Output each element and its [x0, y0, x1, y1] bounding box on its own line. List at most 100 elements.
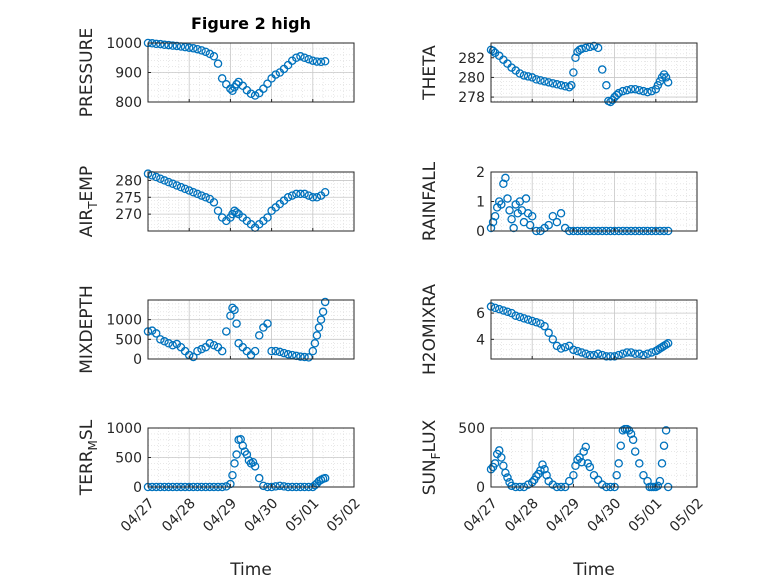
data-point	[189, 44, 198, 53]
data-point	[523, 315, 533, 324]
data-point	[657, 459, 667, 468]
data-point	[643, 349, 652, 359]
data-point	[156, 335, 165, 344]
data-point	[279, 482, 289, 491]
data-point	[275, 481, 285, 491]
data-point	[532, 75, 541, 84]
y-axis-label: AIRTEMP	[77, 166, 100, 237]
data-point	[519, 314, 529, 323]
data-point	[300, 352, 309, 362]
data-point	[316, 315, 326, 324]
data-point	[612, 90, 621, 100]
data-point	[304, 54, 313, 64]
data-point	[168, 41, 177, 50]
y-tick-label: 900	[115, 66, 142, 82]
data-point	[647, 86, 656, 96]
x-axis-label-left: Time	[229, 560, 272, 580]
data-point	[661, 426, 671, 435]
axes-background	[491, 428, 697, 487]
data-point	[197, 344, 206, 354]
data-point	[569, 345, 578, 355]
data-point	[172, 181, 182, 190]
data-point	[661, 73, 671, 82]
data-point	[490, 459, 500, 468]
data-point	[597, 65, 607, 74]
y-tick-label: 2	[476, 165, 485, 181]
data-point	[230, 305, 239, 315]
data-point	[312, 331, 322, 340]
data-point	[612, 470, 621, 480]
subplot-terr-msl: 0 500 1000 04/27 04/28 04/29 04/30 05/01 05/02 TE…	[77, 419, 364, 535]
data-point	[565, 83, 574, 92]
data-point	[618, 86, 628, 96]
data-point	[635, 459, 644, 468]
subplot-rainfall: 0 1 2 RAINFALL	[420, 161, 698, 241]
data-point	[663, 78, 673, 87]
data-point	[532, 472, 541, 481]
x-tick-label: 04/30	[585, 495, 625, 535]
data-point	[610, 352, 619, 361]
data-point	[320, 187, 330, 197]
data-point	[318, 307, 328, 317]
data-point	[618, 349, 628, 359]
data-point	[521, 194, 531, 203]
data-point	[164, 339, 173, 348]
data-point	[209, 198, 219, 207]
data-point	[602, 352, 611, 361]
data-point	[201, 193, 210, 202]
data-point	[228, 303, 237, 313]
data-point	[655, 476, 665, 486]
data-point	[577, 348, 586, 357]
data-point	[312, 193, 322, 202]
data-point	[209, 52, 219, 61]
data-point	[639, 86, 648, 96]
data-point	[565, 476, 574, 486]
y-tick-label: 0	[476, 224, 485, 240]
data-point	[263, 79, 272, 88]
data-point	[209, 340, 219, 350]
data-point	[503, 194, 512, 203]
data-point	[197, 46, 206, 55]
data-point	[304, 353, 313, 362]
x-tick-label: 04/27	[118, 495, 158, 535]
y-tick-label: 500	[115, 332, 142, 348]
data-point	[511, 311, 520, 320]
data-point	[164, 177, 173, 187]
data-point	[271, 346, 280, 356]
data-point	[296, 189, 305, 199]
data-point	[589, 41, 599, 51]
data-point	[300, 53, 309, 63]
axes-frame	[490, 427, 698, 488]
x-tick-label: 04/28	[502, 495, 542, 535]
data-point	[581, 442, 591, 452]
data-point	[151, 172, 161, 182]
subplot-sun-flux: 0 500 04/27 04/28 04/29 04/30 05/01 05/02 SUNFLU…	[420, 419, 707, 535]
y-tick-label: 1000	[106, 313, 142, 329]
y-tick-label: 270	[115, 207, 142, 223]
data-point	[643, 476, 652, 486]
data-point	[217, 346, 227, 356]
data-point	[548, 79, 558, 88]
data-point	[593, 349, 603, 359]
data-point	[180, 184, 190, 194]
data-point	[643, 87, 652, 97]
y-axis-label: H2OMIXRA	[420, 284, 440, 375]
data-point	[569, 68, 578, 77]
y-tick-label: 500	[115, 451, 142, 467]
y-tick-label: 800	[115, 95, 142, 111]
data-point	[320, 57, 330, 66]
data-point	[275, 347, 285, 357]
data-point	[497, 453, 506, 462]
data-point	[622, 348, 632, 357]
data-point	[312, 57, 322, 66]
data-point	[503, 473, 512, 482]
data-point	[505, 206, 514, 215]
data-point	[628, 435, 638, 445]
data-point	[250, 346, 260, 356]
data-point	[548, 480, 558, 489]
data-point	[172, 41, 182, 51]
data-point	[263, 213, 272, 222]
data-point	[548, 335, 558, 344]
data-point	[263, 319, 272, 328]
